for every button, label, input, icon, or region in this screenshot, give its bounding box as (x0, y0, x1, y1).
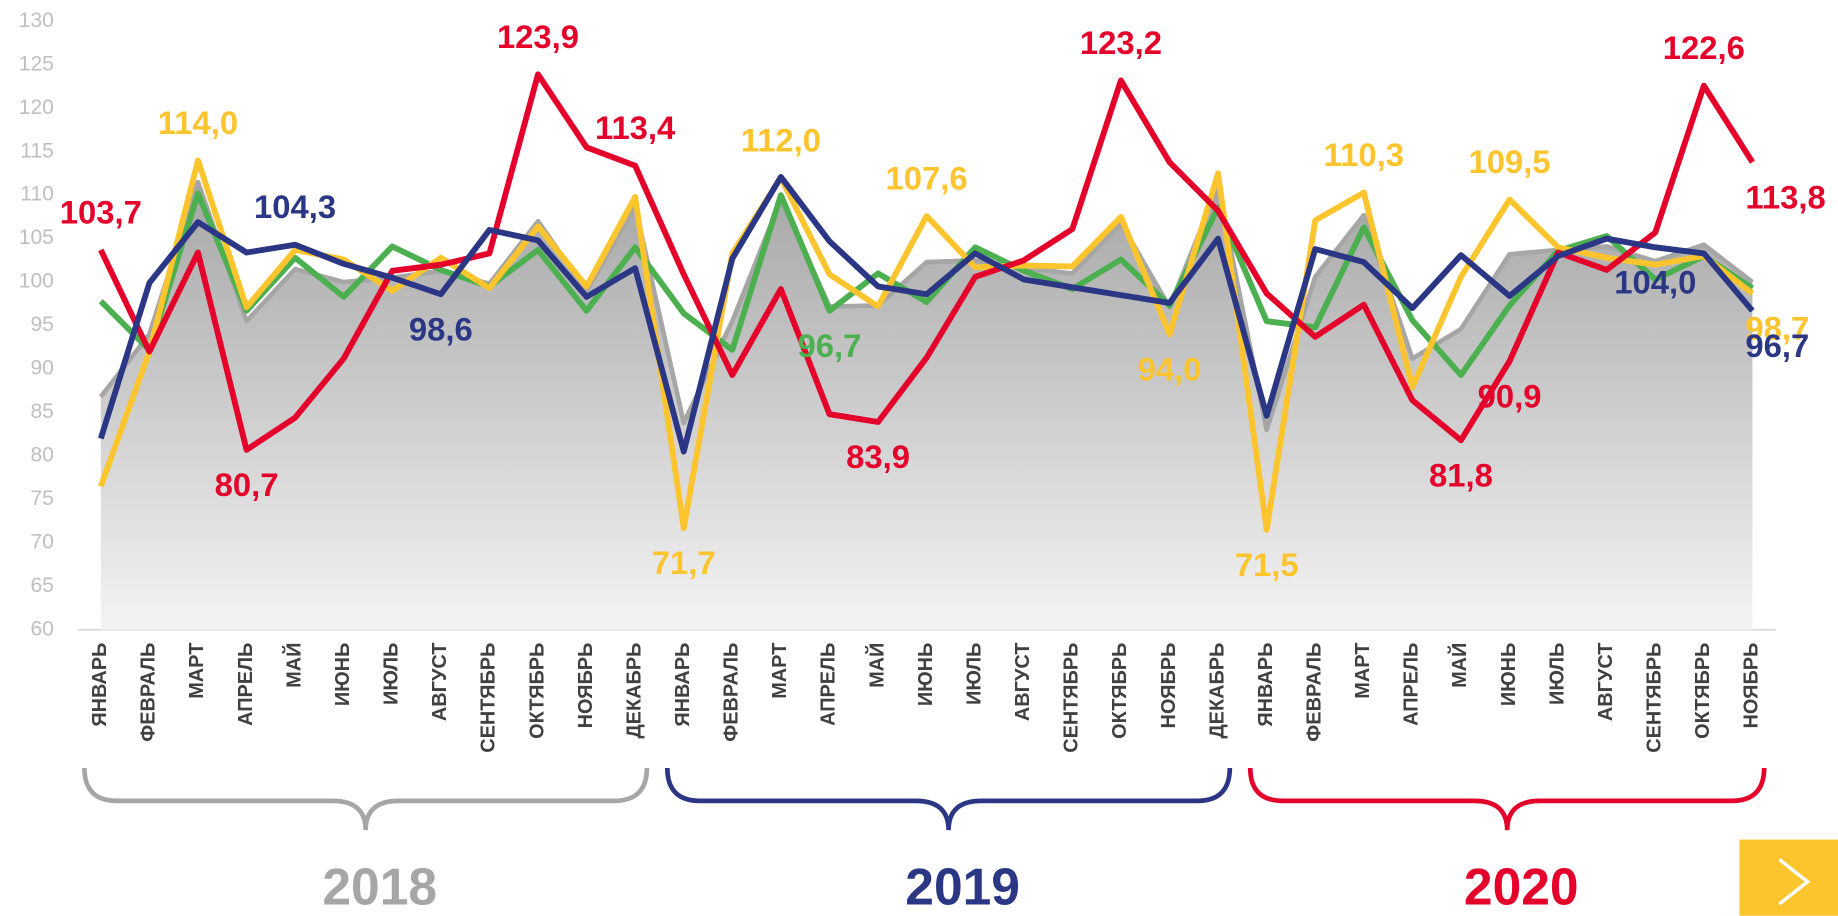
data-label: 98,7 (1745, 310, 1809, 347)
y-tick-label: 75 (30, 487, 53, 510)
year-bracket (664, 767, 1233, 831)
data-label: 71,5 (1235, 546, 1299, 583)
y-tick-label: 70 (30, 530, 53, 553)
y-tick-label: 120 (19, 96, 54, 119)
next-button[interactable] (1739, 839, 1838, 916)
y-tick-label: 85 (30, 400, 53, 423)
year-label: 2019 (905, 858, 1020, 916)
x-tick-label: ОКТЯБРЬ (1109, 643, 1131, 739)
y-tick-label: 115 (20, 139, 54, 162)
x-tick-label: МАРТ (769, 643, 791, 699)
x-tick-label: НОЯБРЬ (1158, 643, 1180, 729)
y-tick-label: 95 (30, 313, 53, 336)
x-tick-label: ИЮНЬ (1498, 643, 1520, 707)
data-label: 113,8 (1745, 178, 1825, 215)
data-label: 81,8 (1429, 456, 1493, 493)
x-tick-label: АВГУСТ (429, 643, 451, 721)
x-tick-label: МАРТ (1352, 643, 1374, 699)
y-tick-label: 125 (19, 52, 54, 75)
data-label: 109,5 (1468, 143, 1550, 180)
data-label: 123,2 (1080, 24, 1162, 61)
x-tick-label: ДЕКАБРЬ (623, 643, 645, 739)
year-bracket (1247, 767, 1767, 831)
x-tick-label: ИЮЛЬ (963, 643, 985, 705)
x-tick-label: МАРТ (186, 643, 208, 699)
x-tick-label: ИЮЛЬ (1546, 643, 1568, 705)
x-tick-label: ФЕВРАЛЬ (1304, 643, 1326, 742)
x-tick-label: НОЯБРЬ (1741, 643, 1763, 729)
x-tick-label: СЕНТЯБРЬ (1644, 643, 1666, 753)
x-tick-label: СЕНТЯБРЬ (1061, 643, 1083, 753)
y-tick-label: 65 (30, 574, 53, 597)
x-tick-label: ДЕКАБРЬ (1206, 643, 1228, 739)
line (98, 157, 1755, 533)
x-tick-label: АПРЕЛЬ (818, 643, 840, 726)
chevron[interactable] (1778, 858, 1811, 906)
data-label: 96,7 (798, 327, 862, 364)
x-tick-label: ИЮНЬ (332, 643, 354, 707)
data-label: 114,0 (158, 104, 238, 141)
y-tick-label: 110 (20, 183, 54, 206)
x-tick-label: МАЙ (864, 643, 888, 688)
button-bg[interactable] (1739, 839, 1838, 916)
data-label: 107,6 (886, 160, 968, 197)
x-tick-label: НОЯБРЬ (575, 643, 597, 729)
line (98, 190, 1755, 379)
area (100, 182, 1753, 630)
data-label: 90,9 (1478, 377, 1542, 414)
line (98, 173, 1755, 455)
x-tick-label: АПРЕЛЬ (235, 643, 257, 726)
x-tick-label: ЯНВАРЬ (1255, 643, 1277, 727)
data-label: 103,7 (60, 193, 142, 230)
x-tick-label: ФЕВРАЛЬ (138, 643, 160, 742)
data-label: 113,4 (595, 109, 676, 146)
data-label: 94,0 (1138, 350, 1202, 387)
year-bracket (82, 767, 650, 831)
y-tick-label: 105 (19, 226, 54, 249)
data-label: 104,3 (254, 188, 336, 225)
year-label: 2018 (322, 858, 437, 916)
data-label: 96,7 (1745, 327, 1809, 364)
data-label: 104,0 (1614, 264, 1696, 301)
x-tick-label: АВГУСТ (1595, 643, 1617, 721)
data-label: 80,7 (215, 466, 279, 503)
y-tick-label: 60 (30, 617, 53, 640)
x-tick-label: ОКТЯБРЬ (1692, 643, 1714, 739)
x-tick-label: ИЮНЬ (915, 643, 937, 707)
x-tick-label: СЕНТЯБРЬ (478, 643, 500, 753)
line (98, 71, 1755, 453)
x-tick-label: ИЮЛЬ (381, 643, 403, 705)
data-label: 123,9 (497, 18, 579, 55)
x-tick-label: ЯНВАРЬ (672, 643, 694, 727)
data-label: 110,3 (1324, 136, 1404, 173)
x-tick-label: МАЙ (1447, 643, 1471, 688)
data-label: 83,9 (846, 438, 910, 475)
data-label: 71,7 (652, 544, 716, 581)
data-label: 112,0 (741, 121, 821, 158)
x-tick-label: АПРЕЛЬ (1401, 643, 1423, 726)
x-tick-label: МАЙ (281, 643, 305, 688)
x-tick-label: АВГУСТ (1012, 643, 1034, 721)
y-tick-label: 80 (30, 443, 53, 466)
data-label: 98,6 (409, 310, 473, 347)
data-label: 122,6 (1663, 29, 1745, 66)
y-tick-label: 100 (19, 270, 54, 293)
y-tick-label: 90 (30, 357, 53, 380)
y-tick-label: 130 (19, 9, 54, 32)
x-tick-label: ЯНВАРЬ (89, 643, 111, 727)
year-label: 2020 (1464, 858, 1579, 916)
x-tick-label: ФЕВРАЛЬ (721, 643, 743, 742)
x-tick-label: ОКТЯБРЬ (526, 643, 548, 739)
